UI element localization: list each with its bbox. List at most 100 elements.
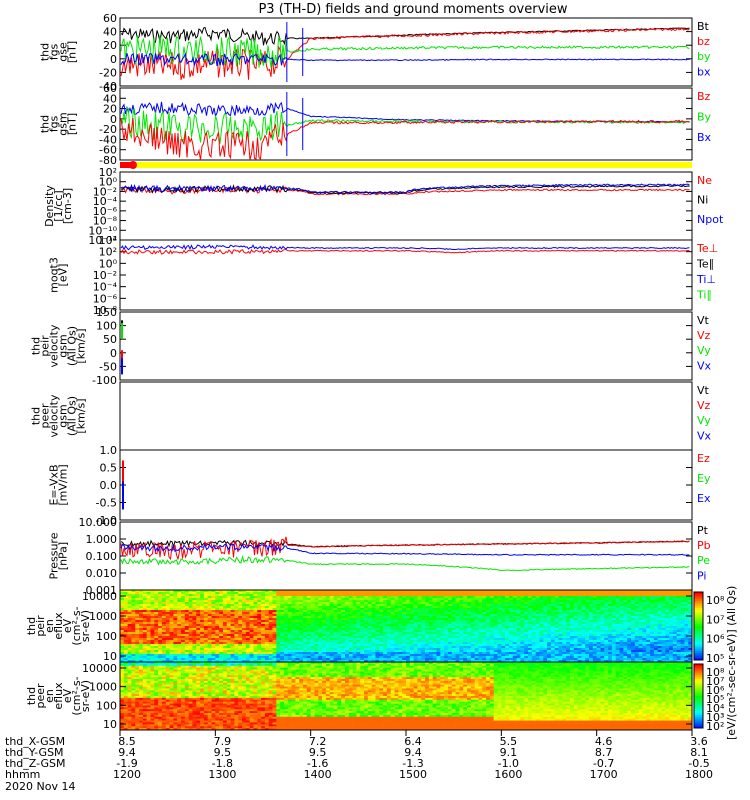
heatmap-cell	[470, 610, 475, 613]
heatmap-cell	[554, 648, 559, 651]
heatmap-cell	[318, 644, 323, 647]
heatmap-cell	[440, 616, 445, 619]
heatmap-cell	[123, 592, 128, 595]
heatmap-cell	[226, 594, 231, 597]
heatmap-cell	[142, 632, 147, 635]
heatmap-cell	[230, 656, 235, 659]
heatmap-cell	[287, 618, 292, 621]
heatmap-cell	[589, 644, 594, 647]
y-tick-label: 40	[103, 26, 117, 39]
heatmap-cell	[467, 600, 472, 603]
heatmap-cell	[211, 626, 216, 629]
heatmap-cell	[261, 602, 266, 605]
heatmap-cell	[306, 636, 311, 639]
heatmap-cell	[390, 604, 395, 607]
heatmap-cell	[474, 604, 479, 607]
heatmap-cell	[196, 616, 201, 619]
heatmap-cell	[177, 612, 182, 615]
heatmap-cell	[512, 606, 517, 609]
heatmap-cell	[146, 658, 151, 661]
heatmap-cell	[219, 602, 224, 605]
heatmap-cell	[447, 616, 453, 619]
heatmap-cell	[303, 642, 308, 645]
heatmap-cell	[165, 658, 170, 661]
heatmap-cell	[398, 658, 403, 661]
heatmap-cell	[215, 634, 220, 637]
heatmap-cell	[467, 650, 472, 653]
heatmap-cell	[242, 608, 247, 611]
heatmap-cell	[577, 620, 582, 623]
heatmap-cell	[226, 634, 231, 637]
heatmap-cell	[181, 596, 186, 599]
heatmap-cell	[253, 602, 258, 605]
heatmap-cell	[390, 630, 395, 633]
heatmap-cell	[402, 646, 407, 649]
heatmap-cell	[173, 616, 178, 619]
heatmap-cell	[184, 598, 189, 601]
heatmap-cell	[181, 636, 186, 639]
heatmap-cell	[215, 638, 220, 641]
heatmap-cell	[249, 614, 254, 617]
heatmap-cell	[322, 636, 327, 639]
heatmap-cell	[283, 656, 289, 659]
heatmap-cell	[207, 654, 212, 657]
heatmap-cell	[306, 608, 311, 611]
heatmap-cell	[257, 628, 262, 631]
legend-entry: Vt	[697, 384, 710, 397]
heatmap-cell	[386, 624, 392, 627]
heatmap-cell	[547, 628, 552, 631]
y-tick-label: 0.010	[86, 567, 118, 580]
heatmap-cell	[310, 652, 315, 655]
heatmap-cell	[417, 592, 422, 595]
heatmap-cell	[539, 658, 544, 661]
heatmap-cell	[394, 640, 399, 643]
heatmap-cell	[486, 600, 491, 603]
heatmap-cell	[478, 592, 483, 595]
heatmap-cell	[547, 630, 552, 633]
heatmap-cell	[596, 612, 601, 615]
heatmap-cell	[364, 654, 369, 657]
heatmap-cell	[295, 654, 300, 657]
heatmap-cell	[600, 612, 605, 615]
heatmap-cell	[169, 644, 174, 647]
heatmap-cell	[569, 626, 575, 629]
heatmap-cell	[325, 630, 331, 633]
heatmap-cell	[230, 626, 235, 629]
heatmap-cell	[161, 596, 167, 599]
heatmap-cell	[146, 644, 151, 647]
heatmap-cell	[181, 600, 186, 603]
heatmap-cell	[127, 652, 132, 655]
heatmap-cell	[276, 632, 281, 635]
legend-entry: Pe	[697, 554, 710, 567]
heatmap-cell	[524, 626, 529, 629]
heatmap-cell	[146, 618, 151, 621]
heatmap-cell	[158, 626, 163, 629]
heatmap-cell	[379, 624, 384, 627]
heatmap-cell	[516, 652, 521, 655]
heatmap-cell	[230, 628, 235, 631]
heatmap-cell	[467, 654, 472, 657]
heatmap-cell	[314, 632, 319, 635]
heatmap-cell	[375, 614, 380, 617]
heatmap-cell	[234, 602, 239, 605]
heatmap-cell	[585, 624, 590, 627]
heatmap-cell	[150, 608, 155, 611]
heatmap-cell	[421, 632, 426, 635]
y-tick-label: -20	[99, 66, 117, 79]
y-axis-label: [nPa]	[57, 542, 70, 570]
heatmap-cell	[325, 612, 331, 615]
heatmap-cell	[417, 596, 422, 599]
y-tick-label: 10⁻²	[93, 185, 117, 198]
heatmap-cell	[398, 640, 403, 643]
heatmap-cell	[135, 642, 140, 645]
heatmap-cell	[604, 590, 609, 593]
heatmap-cell	[608, 634, 613, 637]
heatmap-cell	[325, 614, 331, 617]
heatmap-cell	[428, 604, 433, 607]
legend-entry: Ez	[697, 452, 710, 465]
heatmap-cell	[360, 658, 365, 661]
heatmap-cell	[554, 656, 559, 659]
heatmap-cell	[207, 610, 212, 613]
heatmap-cell	[196, 642, 201, 645]
heatmap-cell	[390, 622, 395, 625]
